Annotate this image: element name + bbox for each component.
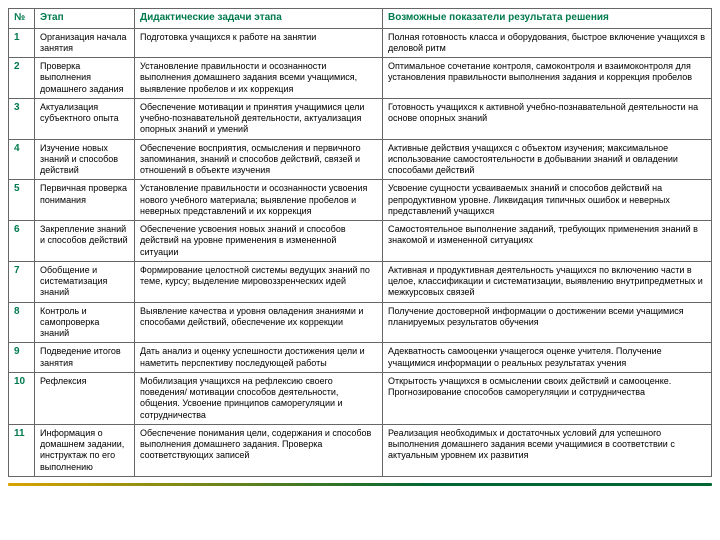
row-result: Получение достоверной информации о дости… <box>383 302 712 343</box>
header-num: № <box>9 9 35 29</box>
table-row: 8Контроль и самопроверка знанийВыявление… <box>9 302 712 343</box>
row-task: Обеспечение восприятия, осмысления и пер… <box>135 139 383 180</box>
table-row: 6Закрепление знаний и способов действийО… <box>9 221 712 262</box>
row-stage: Информация о домашнем задании, инструкта… <box>35 424 135 476</box>
row-result: Усвоение сущности усваиваемых знаний и с… <box>383 180 712 221</box>
row-stage: Подведение итогов занятия <box>35 343 135 373</box>
row-stage: Организация начала занятия <box>35 28 135 58</box>
row-task: Обеспечение мотивации и принятия учащими… <box>135 98 383 139</box>
row-number: 2 <box>9 58 35 99</box>
row-number: 10 <box>9 372 35 424</box>
row-task: Подготовка учащихся к работе на занятии <box>135 28 383 58</box>
row-stage: Контроль и самопроверка знаний <box>35 302 135 343</box>
row-stage: Проверка выполнения домашнего задания <box>35 58 135 99</box>
header-stage: Этап <box>35 9 135 29</box>
header-results: Возможные показатели результата решения <box>383 9 712 29</box>
row-stage: Рефлексия <box>35 372 135 424</box>
table-row: 5Первичная проверка пониманияУстановлени… <box>9 180 712 221</box>
row-number: 11 <box>9 424 35 476</box>
row-stage: Закрепление знаний и способов действий <box>35 221 135 262</box>
row-result: Открытость учащихся в осмыслении своих д… <box>383 372 712 424</box>
row-number: 6 <box>9 221 35 262</box>
row-task: Дать анализ и оценку успешности достижен… <box>135 343 383 373</box>
row-task: Обеспечение усвоения новых знаний и спос… <box>135 221 383 262</box>
row-number: 7 <box>9 261 35 302</box>
row-stage: Обобщение и систематизация знаний <box>35 261 135 302</box>
row-number: 5 <box>9 180 35 221</box>
row-stage: Первичная проверка понимания <box>35 180 135 221</box>
row-number: 4 <box>9 139 35 180</box>
header-row: № Этап Дидактические задачи этапа Возмож… <box>9 9 712 29</box>
footer-accent-line <box>8 483 712 486</box>
row-task: Выявление качества и уровня овладения зн… <box>135 302 383 343</box>
row-result: Активная и продуктивная деятельность уча… <box>383 261 712 302</box>
table-row: 11Информация о домашнем задании, инструк… <box>9 424 712 476</box>
row-stage: Изучение новых знаний и способов действи… <box>35 139 135 180</box>
table-row: 9Подведение итогов занятияДать анализ и … <box>9 343 712 373</box>
row-task: Установление правильности и осознанности… <box>135 180 383 221</box>
table-row: 4Изучение новых знаний и способов действ… <box>9 139 712 180</box>
row-task: Мобилизация учащихся на рефлексию своего… <box>135 372 383 424</box>
table-row: 1Организация начала занятияПодготовка уч… <box>9 28 712 58</box>
row-result: Самостоятельное выполнение заданий, треб… <box>383 221 712 262</box>
row-result: Реализация необходимых и достаточных усл… <box>383 424 712 476</box>
row-result: Адекватность самооценки учащегося оценке… <box>383 343 712 373</box>
row-result: Оптимальное сочетание контроля, самоконт… <box>383 58 712 99</box>
table-row: 7Обобщение и систематизация знанийФормир… <box>9 261 712 302</box>
row-result: Активные действия учащихся с объектом из… <box>383 139 712 180</box>
row-number: 8 <box>9 302 35 343</box>
row-stage: Актуализация субъектного опыта <box>35 98 135 139</box>
table-row: 10РефлексияМобилизация учащихся на рефле… <box>9 372 712 424</box>
header-tasks: Дидактические задачи этапа <box>135 9 383 29</box>
row-number: 9 <box>9 343 35 373</box>
row-result: Готовность учащихся к активной учебно-по… <box>383 98 712 139</box>
row-number: 1 <box>9 28 35 58</box>
row-task: Установление правильности и осознанности… <box>135 58 383 99</box>
row-number: 3 <box>9 98 35 139</box>
row-result: Полная готовность класса и оборудования,… <box>383 28 712 58</box>
table-row: 3Актуализация субъектного опытаОбеспечен… <box>9 98 712 139</box>
lesson-stages-table: № Этап Дидактические задачи этапа Возмож… <box>8 8 712 477</box>
table-row: 2Проверка выполнения домашнего заданияУс… <box>9 58 712 99</box>
row-task: Обеспечение понимания цели, содержания и… <box>135 424 383 476</box>
row-task: Формирование целостной системы ведущих з… <box>135 261 383 302</box>
